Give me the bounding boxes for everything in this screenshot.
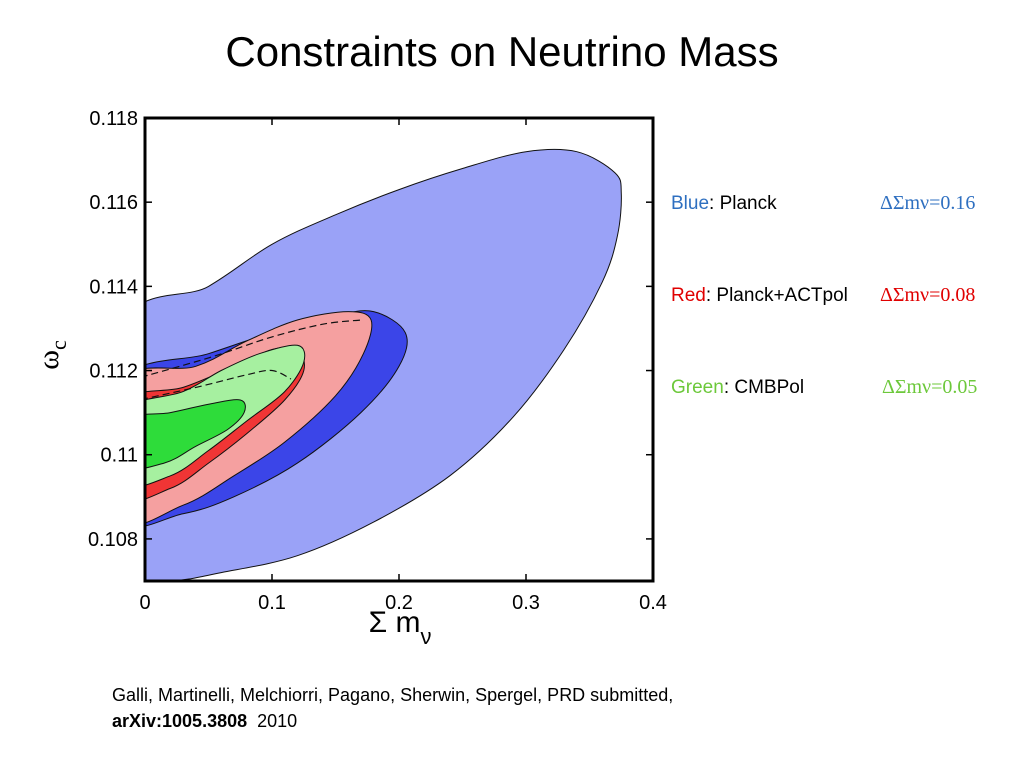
legend-delta-value: ΔΣmν=0.08 bbox=[880, 284, 976, 306]
legend-color-word: Red bbox=[671, 285, 706, 306]
y-tick-label: 0.11 bbox=[101, 445, 138, 467]
legend-item-blue: Blue: Planck ΔΣmν=0.16 bbox=[671, 192, 975, 215]
x-tick-label: 0.3 bbox=[512, 592, 540, 614]
x-tick-label: 0.1 bbox=[258, 592, 286, 614]
legend-color-word: Blue bbox=[671, 193, 710, 214]
dashed-curve-1 bbox=[145, 319, 361, 377]
citation-year: 2010 bbox=[257, 711, 298, 731]
svg-text:ωc: ωc bbox=[32, 340, 71, 370]
contour-layer bbox=[145, 148, 622, 581]
x-axis-label: Σ mν bbox=[369, 606, 432, 649]
legend-item-green: Green: CMBPol ΔΣmν=0.05 bbox=[671, 376, 977, 399]
legend-delta-value: ΔΣmν=0.05 bbox=[882, 376, 978, 398]
legend-item-red: Red: Planck+ACTpol ΔΣmν=0.08 bbox=[671, 284, 975, 307]
y-tick-label: 0.108 bbox=[88, 529, 138, 551]
legend-delta-value: ΔΣmν=0.16 bbox=[880, 192, 976, 214]
legend-experiment: : Planck+ACTpol bbox=[705, 285, 848, 306]
citation-authors: Galli, Martinelli, Melchiorri, Pagano, S… bbox=[112, 685, 674, 705]
citation-reference: arXiv:1005.3808 2010 bbox=[112, 708, 673, 734]
legend-color-word: Green bbox=[671, 377, 724, 398]
legend-experiment: : Planck bbox=[709, 193, 777, 214]
x-tick-label: 0.2 bbox=[385, 592, 413, 614]
legend-experiment: : CMBPol bbox=[723, 377, 805, 398]
x-tick-label: 0 bbox=[139, 592, 150, 614]
y-tick-label: 0.118 bbox=[89, 108, 138, 130]
dashed-curve-2 bbox=[145, 369, 292, 400]
citation-arxiv: arXiv:1005.3808 bbox=[112, 711, 248, 731]
citation: Galli, Martinelli, Melchiorri, Pagano, S… bbox=[112, 682, 673, 734]
slide-title: Constraints on Neutrino Mass bbox=[225, 28, 779, 75]
contour-green-68 bbox=[145, 399, 246, 469]
x-tick-label: 0.4 bbox=[639, 592, 667, 614]
dashed-layer bbox=[145, 319, 361, 400]
y-tick-label: 0.112 bbox=[89, 361, 138, 383]
y-tick-label: 0.116 bbox=[89, 192, 138, 214]
y-axis-label: ωc bbox=[32, 340, 71, 370]
axis-ticks: 0 0.1 0.2 0.3 0.4 0.108 0.11 0.112 0.114 0.116 0.1… bbox=[88, 108, 667, 614]
y-tick-label: 0.114 bbox=[89, 276, 138, 298]
